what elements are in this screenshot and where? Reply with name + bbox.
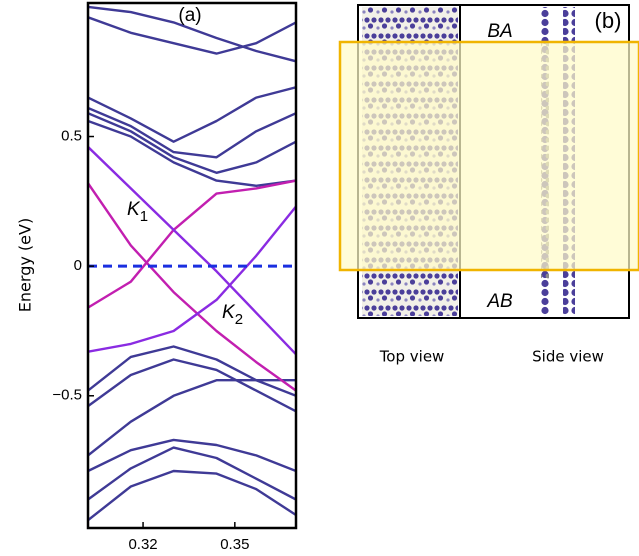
band-label-sub: 2 <box>235 311 243 328</box>
panel-label: (a) <box>178 5 201 26</box>
stacking-label: AB <box>486 291 513 312</box>
band <box>88 440 296 471</box>
panel-label: (b) <box>595 8 622 33</box>
band-label-sub: 1 <box>140 208 148 225</box>
y-tick-label: −0.5 <box>52 387 82 404</box>
band <box>88 147 296 354</box>
stacking-label: BA <box>487 21 512 42</box>
caption: Top view <box>379 348 445 366</box>
x-tick-label: 0.35 <box>220 536 249 553</box>
figure: 0.50−0.50.320.35K1K2 (a) Energy (eV) BA … <box>0 0 639 556</box>
y-tick-label: 0 <box>74 257 82 274</box>
y-axis-label: Energy (eV) <box>16 218 35 312</box>
y-tick-label: 0.5 <box>61 127 82 144</box>
plot-area <box>88 7 296 520</box>
band-label: K2 <box>222 302 243 328</box>
caption: Side view <box>532 348 604 366</box>
band <box>88 471 296 520</box>
highlight-box <box>340 42 639 270</box>
structure-panel: BA AB (b) Top view Side view <box>340 5 639 366</box>
band <box>88 380 296 455</box>
x-tick-label: 0.32 <box>128 536 157 553</box>
